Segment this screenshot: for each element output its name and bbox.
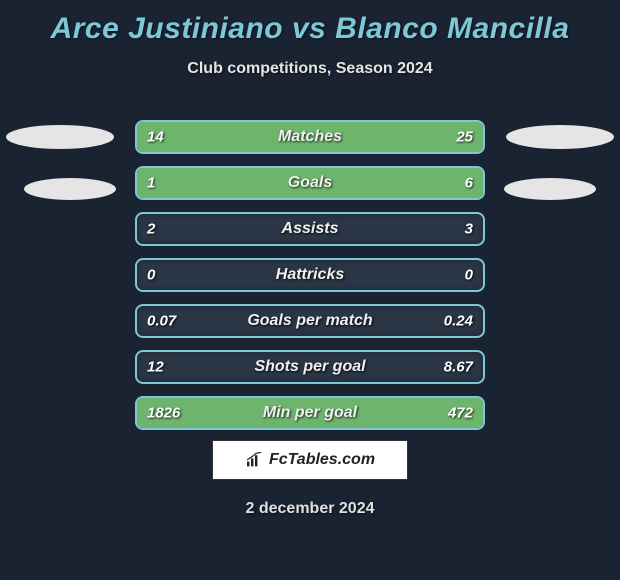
stat-label: Min per goal — [263, 404, 357, 422]
stat-row: 14 25 Matches — [135, 120, 485, 154]
stat-value-left: 0 — [147, 267, 155, 284]
logo-box: FcTables.com — [212, 440, 408, 480]
stat-value-left: 1 — [147, 175, 155, 192]
stats-container: 14 25 Matches 1 6 Goals 2 3 Assists 0 0 Hattricks 0.… — [135, 120, 485, 442]
stat-label: Shots per goal — [254, 358, 365, 376]
stat-row: 0 0 Hattricks — [135, 258, 485, 292]
footer-date: 2 december 2024 — [246, 500, 375, 518]
stat-label: Assists — [282, 220, 339, 238]
stat-row: 12 8.67 Shots per goal — [135, 350, 485, 384]
stat-value-right: 0.24 — [444, 313, 473, 330]
stat-bar-right — [185, 168, 483, 198]
placeholder-ellipse-left-1 — [6, 125, 114, 149]
stat-value-left: 2 — [147, 221, 155, 238]
logo-text: FcTables.com — [269, 451, 375, 469]
page-title: Arce Justiniano vs Blanco Mancilla — [0, 0, 620, 46]
stat-label: Matches — [278, 128, 342, 146]
stat-row: 1 6 Goals — [135, 166, 485, 200]
stat-value-right: 472 — [448, 405, 473, 422]
stat-bar-left — [137, 168, 185, 198]
stat-value-left: 14 — [147, 129, 164, 146]
stat-value-right: 25 — [456, 129, 473, 146]
stat-value-right: 3 — [465, 221, 473, 238]
placeholder-ellipse-right-2 — [504, 178, 596, 200]
stat-value-right: 6 — [465, 175, 473, 192]
chart-icon — [245, 452, 265, 468]
stat-label: Goals per match — [247, 312, 372, 330]
stat-value-right: 0 — [465, 267, 473, 284]
stat-value-left: 1826 — [147, 405, 180, 422]
placeholder-ellipse-right-1 — [506, 125, 614, 149]
placeholder-ellipse-left-2 — [24, 178, 116, 200]
stat-row: 0.07 0.24 Goals per match — [135, 304, 485, 338]
stat-value-left: 12 — [147, 359, 164, 376]
stat-label: Goals — [288, 174, 332, 192]
stat-row: 1826 472 Min per goal — [135, 396, 485, 430]
stat-value-left: 0.07 — [147, 313, 176, 330]
stat-value-right: 8.67 — [444, 359, 473, 376]
page-subtitle: Club competitions, Season 2024 — [0, 60, 620, 78]
stat-row: 2 3 Assists — [135, 212, 485, 246]
stat-label: Hattricks — [276, 266, 344, 284]
